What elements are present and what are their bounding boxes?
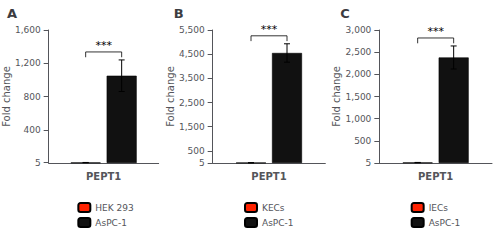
svg-text:PEPT1: PEPT1 [418, 171, 453, 182]
svg-text:***: *** [427, 25, 444, 38]
svg-text:HEK 293: HEK 293 [95, 203, 133, 213]
svg-text:3,500: 3,500 [179, 73, 205, 83]
svg-text:IECs: IECs [429, 203, 449, 213]
svg-text:1,600: 1,600 [15, 25, 41, 35]
svg-text:2,000: 2,000 [346, 69, 372, 79]
svg-text:Fold change: Fold change [1, 66, 12, 127]
svg-text:PEPT1: PEPT1 [86, 171, 121, 182]
svg-text:Fold change: Fold change [165, 66, 176, 127]
svg-text:PEPT1: PEPT1 [251, 171, 286, 182]
svg-text:3,000: 3,000 [346, 25, 372, 35]
svg-text:A: A [7, 6, 17, 21]
svg-text:500: 500 [354, 136, 371, 146]
svg-text:B: B [174, 6, 184, 21]
svg-text:AsPC-1: AsPC-1 [95, 218, 127, 228]
svg-text:AsPC-1: AsPC-1 [262, 218, 294, 228]
svg-text:500: 500 [187, 146, 204, 156]
svg-text:4,500: 4,500 [179, 49, 205, 59]
svg-text:***: *** [95, 39, 112, 52]
svg-text:2,500: 2,500 [346, 47, 372, 57]
svg-text:1,500: 1,500 [179, 122, 205, 132]
svg-text:AsPC-1: AsPC-1 [429, 218, 461, 228]
svg-text:5: 5 [199, 158, 205, 168]
svg-text:***: *** [261, 23, 278, 36]
svg-text:1,000: 1,000 [346, 114, 372, 124]
svg-text:400: 400 [23, 125, 40, 135]
svg-text:2,500: 2,500 [179, 98, 205, 108]
svg-text:5: 5 [366, 158, 372, 168]
svg-text:Fold change: Fold change [331, 66, 342, 127]
svg-text:C: C [340, 6, 350, 21]
svg-text:800: 800 [23, 92, 40, 102]
svg-text:1,500: 1,500 [346, 92, 372, 102]
svg-text:1,200: 1,200 [15, 58, 41, 68]
svg-text:5: 5 [35, 158, 41, 168]
svg-text:KECs: KECs [262, 203, 285, 213]
svg-text:5,500: 5,500 [179, 25, 205, 35]
